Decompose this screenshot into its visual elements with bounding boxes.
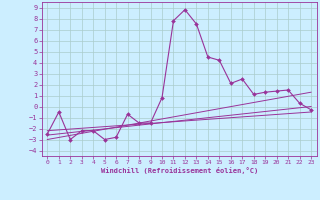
X-axis label: Windchill (Refroidissement éolien,°C): Windchill (Refroidissement éolien,°C) xyxy=(100,167,258,174)
